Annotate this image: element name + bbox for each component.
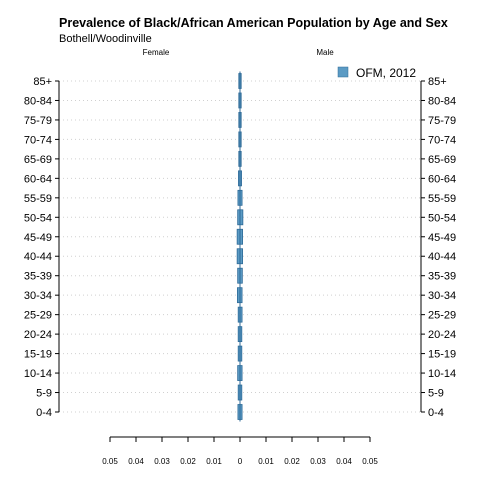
- y-tick-label-right: 10-14: [428, 368, 456, 380]
- y-tick-label-left: 55-59: [24, 193, 52, 205]
- y-tick-label-left: 20-24: [24, 329, 52, 341]
- y-tick-label-left: 5-9: [36, 388, 52, 400]
- y-tick-label-left: 10-14: [24, 368, 52, 380]
- y-tick-label-right: 80-84: [428, 95, 456, 107]
- male-label: Male: [316, 48, 334, 57]
- y-tick-label-left: 45-49: [24, 232, 52, 244]
- x-tick-label: 0.02: [180, 457, 196, 466]
- y-tick-label-left: 75-79: [24, 115, 52, 127]
- female-label: Female: [143, 48, 170, 57]
- y-tick-label-right: 50-54: [428, 212, 456, 224]
- y-tick-label-left: 40-44: [24, 251, 52, 263]
- y-tick-label-right: 60-64: [428, 173, 456, 185]
- y-tick-label-left: 70-74: [24, 134, 52, 146]
- x-tick-label: 0.01: [258, 457, 274, 466]
- y-tick-label-left: 50-54: [24, 212, 52, 224]
- y-tick-label-left: 30-34: [24, 290, 52, 302]
- y-tick-label-left: 0-4: [36, 407, 52, 419]
- legend-swatch: [337, 66, 349, 78]
- x-tick-label: 0.05: [102, 457, 118, 466]
- y-tick-label-right: 65-69: [428, 154, 456, 166]
- legend: OFM, 2012: [337, 66, 416, 80]
- x-tick-label: 0.05: [362, 457, 378, 466]
- y-tick-label-left: 60-64: [24, 173, 52, 185]
- y-tick-label-right: 45-49: [428, 232, 456, 244]
- y-tick-label-right: 20-24: [428, 329, 456, 341]
- y-tick-label-left: 65-69: [24, 154, 52, 166]
- x-tick-label: 0.04: [336, 457, 352, 466]
- y-tick-label-right: 30-34: [428, 290, 456, 302]
- x-tick-label: 0.03: [154, 457, 170, 466]
- y-tick-label-right: 70-74: [428, 134, 456, 146]
- x-tick-label: 0: [238, 457, 243, 466]
- y-tick-label-right: 85+: [428, 76, 447, 88]
- x-tick-label: 0.04: [128, 457, 144, 466]
- legend-label: OFM, 2012: [356, 66, 416, 80]
- y-tick-label-right: 40-44: [428, 251, 456, 263]
- y-tick-label-right: 15-19: [428, 349, 456, 361]
- y-tick-label-right: 75-79: [428, 115, 456, 127]
- x-tick-label: 0.03: [310, 457, 326, 466]
- y-tick-label-left: 15-19: [24, 349, 52, 361]
- y-tick-label-right: 35-39: [428, 271, 456, 283]
- y-tick-label-left: 35-39: [24, 271, 52, 283]
- y-tick-label-right: 5-9: [428, 388, 444, 400]
- y-tick-label-left: 85+: [33, 76, 52, 88]
- x-tick-label: 0.01: [206, 457, 222, 466]
- chart-title: Prevalence of Black/African American Pop…: [59, 16, 448, 30]
- y-tick-label-right: 0-4: [428, 407, 444, 419]
- y-tick-label-right: 55-59: [428, 193, 456, 205]
- y-tick-label-right: 25-29: [428, 310, 456, 322]
- y-tick-label-left: 25-29: [24, 310, 52, 322]
- x-tick-label: 0.02: [284, 457, 300, 466]
- y-tick-label-left: 80-84: [24, 95, 52, 107]
- chart-subtitle: Bothell/Woodinville: [59, 33, 152, 45]
